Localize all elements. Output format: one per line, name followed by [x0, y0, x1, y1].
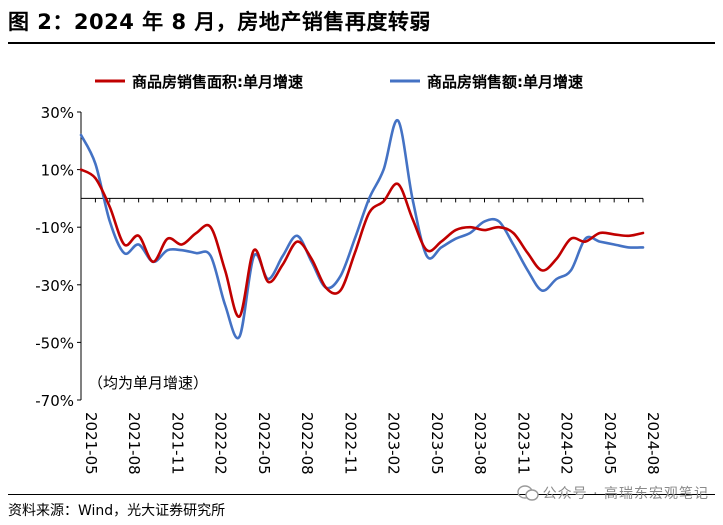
source-note: 资料来源：Wind，光大证券研究所 — [8, 503, 226, 519]
wechat-icon — [516, 485, 539, 501]
y-tick-label: 10% — [41, 162, 74, 180]
y-tick-label: -30% — [35, 277, 74, 295]
x-tick-label: 2022-02 — [212, 412, 230, 475]
x-axis: 2021-05 2021-08 2021-11 2022-02 2022-05 2022-… — [80, 197, 662, 475]
legend: 商品房销售面积:单月增速 商品房销售额:单月增速 — [95, 73, 583, 91]
line-chart: 商品房销售面积:单月增速 商品房销售额:单月增速 30% 10% -10% -30% -… — [35, 73, 662, 475]
x-tick-label: 2023-11 — [514, 412, 532, 475]
y-axis: 30% 10% -10% -30% -50% -70% — [35, 104, 82, 410]
x-tick-label: 2023-05 — [428, 412, 446, 475]
x-tick-label: 2023-02 — [385, 412, 403, 475]
chart-note: （均为单月增速） — [88, 374, 208, 392]
x-tick-label: 2023-08 — [471, 412, 489, 475]
figure-title: 图 2：2024 年 8 月，房地产销售再度转弱 — [8, 10, 431, 34]
x-tick-label: 2024-08 — [644, 412, 662, 475]
y-tick-label: 30% — [41, 104, 74, 122]
x-tick-label: 2024-02 — [558, 412, 576, 475]
watermark-text: 公众号 · 高瑞东宏观笔记 — [542, 486, 709, 502]
y-tick-label: -70% — [35, 392, 74, 410]
x-tick-label: 2022-08 — [298, 412, 316, 475]
series-layer — [79, 119, 645, 340]
x-tick-label: 2022-11 — [341, 412, 359, 475]
y-tick-label: -10% — [35, 219, 74, 237]
x-tick-label: 2021-11 — [168, 412, 186, 475]
source-rule — [8, 494, 715, 495]
legend-label-amount: 商品房销售额:单月增速 — [427, 73, 583, 91]
x-tick-label: 2021-08 — [125, 412, 143, 475]
x-tick-label: 2024-05 — [601, 412, 619, 475]
legend-label-area: 商品房销售面积:单月增速 — [132, 73, 303, 91]
x-tick-label: 2021-05 — [82, 412, 100, 475]
title-rule — [8, 42, 715, 44]
y-tick-label: -50% — [35, 334, 74, 352]
series-line-sales-amount — [79, 119, 645, 340]
series-line-sales-area — [79, 168, 645, 318]
watermark: 公众号 · 高瑞东宏观笔记 — [516, 483, 709, 503]
x-tick-label: 2022-05 — [255, 412, 273, 475]
